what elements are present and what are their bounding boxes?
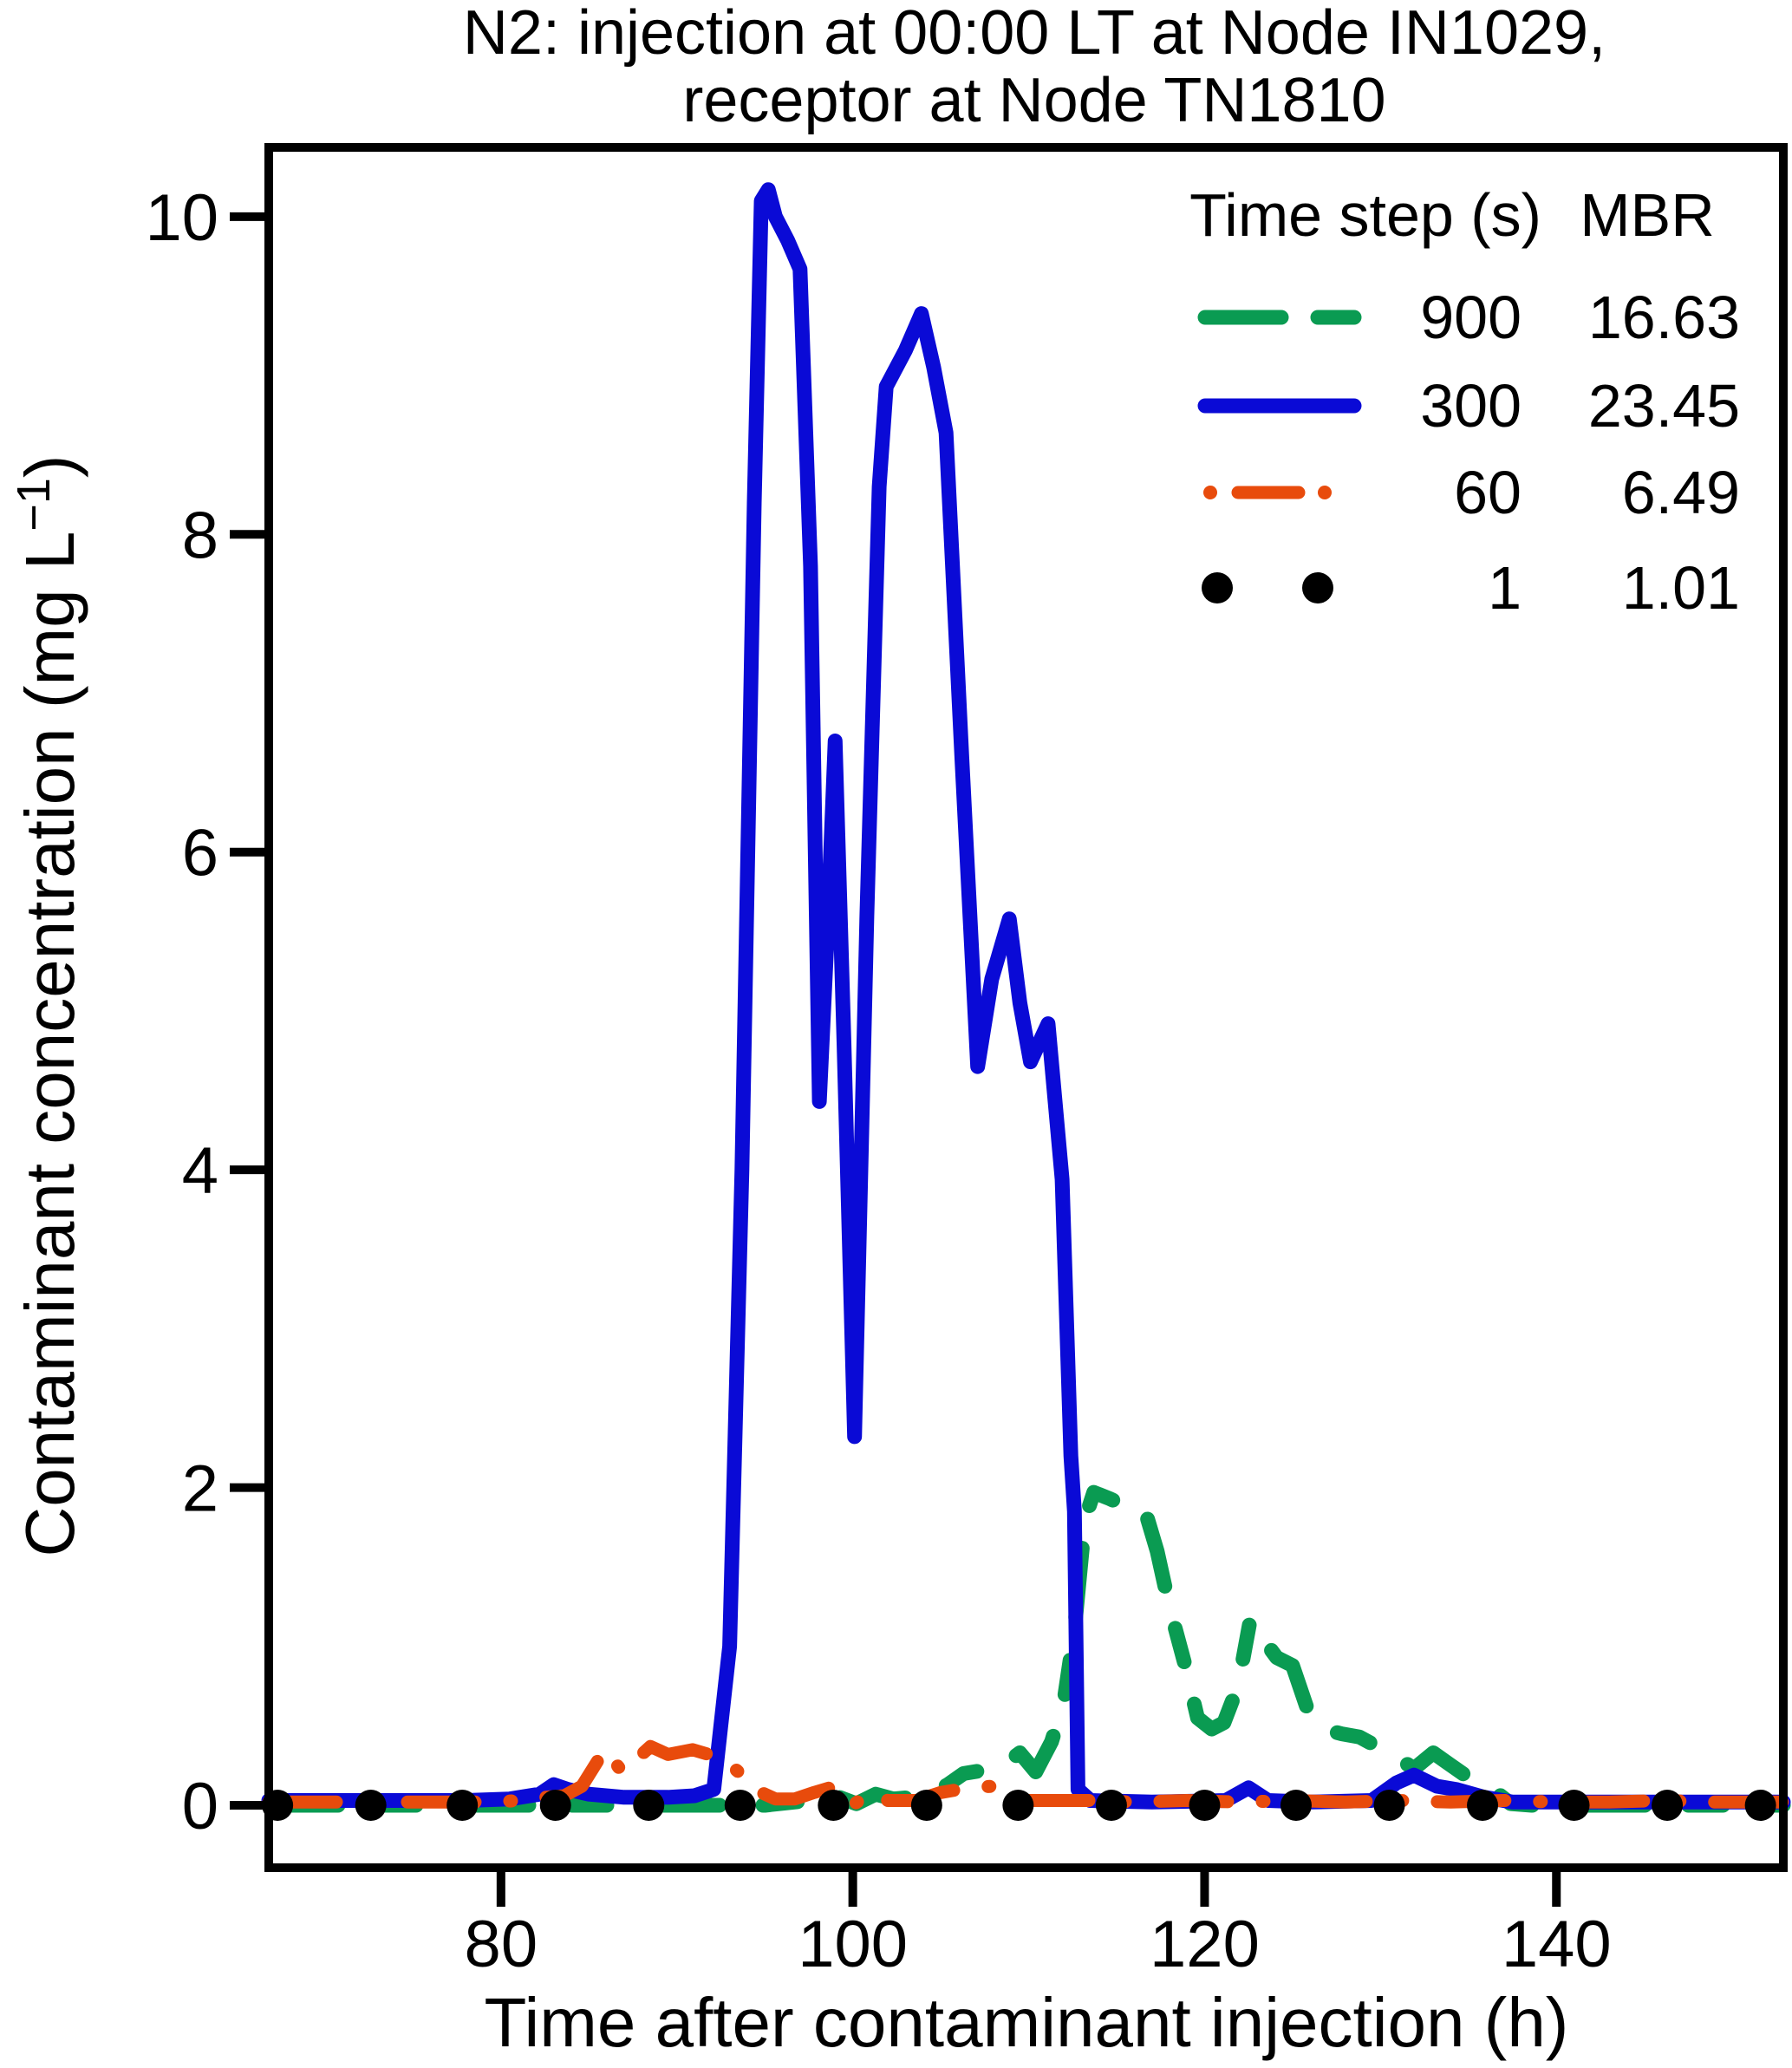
series-1s-point (446, 1789, 479, 1821)
legend-row-300: 300 23.45 (1197, 372, 1740, 440)
y-axis-ticks: 0 2 4 6 8 10 (145, 181, 269, 1843)
y-axis-label-superscript: −1 (8, 478, 60, 532)
series-1s-point (1189, 1789, 1221, 1821)
series-1s-point (1002, 1789, 1034, 1821)
legend-timestep-value: 900 (1420, 284, 1522, 351)
legend-sample-60-dot (1318, 486, 1332, 499)
legend-row-1: 1 1.01 (1202, 554, 1740, 622)
series-1s-point (1095, 1789, 1127, 1821)
x-axis-label: Time after contaminant injection (h) (485, 1984, 1569, 2061)
legend-mbr-value: 16.63 (1588, 284, 1740, 351)
y-axis-label-main: Contaminant concentration (mg L (11, 532, 88, 1557)
y-tick-label: 8 (182, 499, 218, 572)
series-1s-point (1652, 1789, 1684, 1821)
series-1s-point (1373, 1789, 1405, 1821)
x-tick-label: 100 (798, 1908, 908, 1981)
legend-header-mbr: MBR (1580, 181, 1715, 249)
legend-mbr-value: 23.45 (1588, 372, 1740, 440)
x-tick-label: 80 (465, 1908, 538, 1981)
y-tick-label: 2 (182, 1452, 218, 1526)
legend-mbr-value: 1.01 (1622, 554, 1740, 622)
series-1s-point (818, 1789, 850, 1821)
x-tick-label: 120 (1150, 1908, 1260, 1981)
legend-row-60: 60 6.49 (1203, 459, 1740, 526)
x-axis-ticks: 80 100 120 140 (465, 1868, 1612, 1981)
legend-timestep-value: 60 (1454, 459, 1522, 526)
series-300s-line (261, 182, 1791, 1810)
series-1s-point (633, 1789, 665, 1821)
series-layer (261, 182, 1791, 1821)
y-tick-label: 4 (182, 1134, 218, 1208)
legend-sample-60-dot (1203, 486, 1217, 499)
series-900s-line (261, 1484, 1791, 1813)
legend-mbr-value: 6.49 (1622, 459, 1740, 526)
series-1s-point (910, 1789, 942, 1821)
series-1s-point (1558, 1789, 1590, 1821)
plot-frame (264, 143, 1788, 1872)
legend-row-900: 900 16.63 (1197, 284, 1740, 351)
legend-timestep-value: 1 (1488, 554, 1522, 622)
legend-sample-1-point (1202, 572, 1233, 603)
y-tick-label: 10 (145, 181, 218, 255)
y-axis-label: Contaminant concentration (mg L−1) (8, 454, 88, 1556)
y-axis-label-close: ) (11, 454, 88, 478)
series-1s-point (539, 1789, 571, 1821)
series-1s-point (1280, 1789, 1312, 1821)
legend-sample-1-point (1302, 572, 1333, 603)
series-1s-point (1744, 1789, 1776, 1821)
legend-header-timestep: Time step (s) (1189, 181, 1541, 249)
series-1s-point (1467, 1789, 1499, 1821)
x-tick-label: 140 (1502, 1908, 1612, 1981)
legend-timestep-value: 300 (1420, 372, 1522, 440)
y-tick-label: 0 (182, 1770, 218, 1843)
series-1s-point (355, 1789, 387, 1821)
series-1s-point (724, 1789, 756, 1821)
y-tick-label: 6 (182, 817, 218, 890)
chart-title-line2: receptor at Node TN1810 (682, 66, 1385, 135)
chart-title-line1: N2: injection at 00:00 LT at Node IN1029… (463, 0, 1606, 68)
